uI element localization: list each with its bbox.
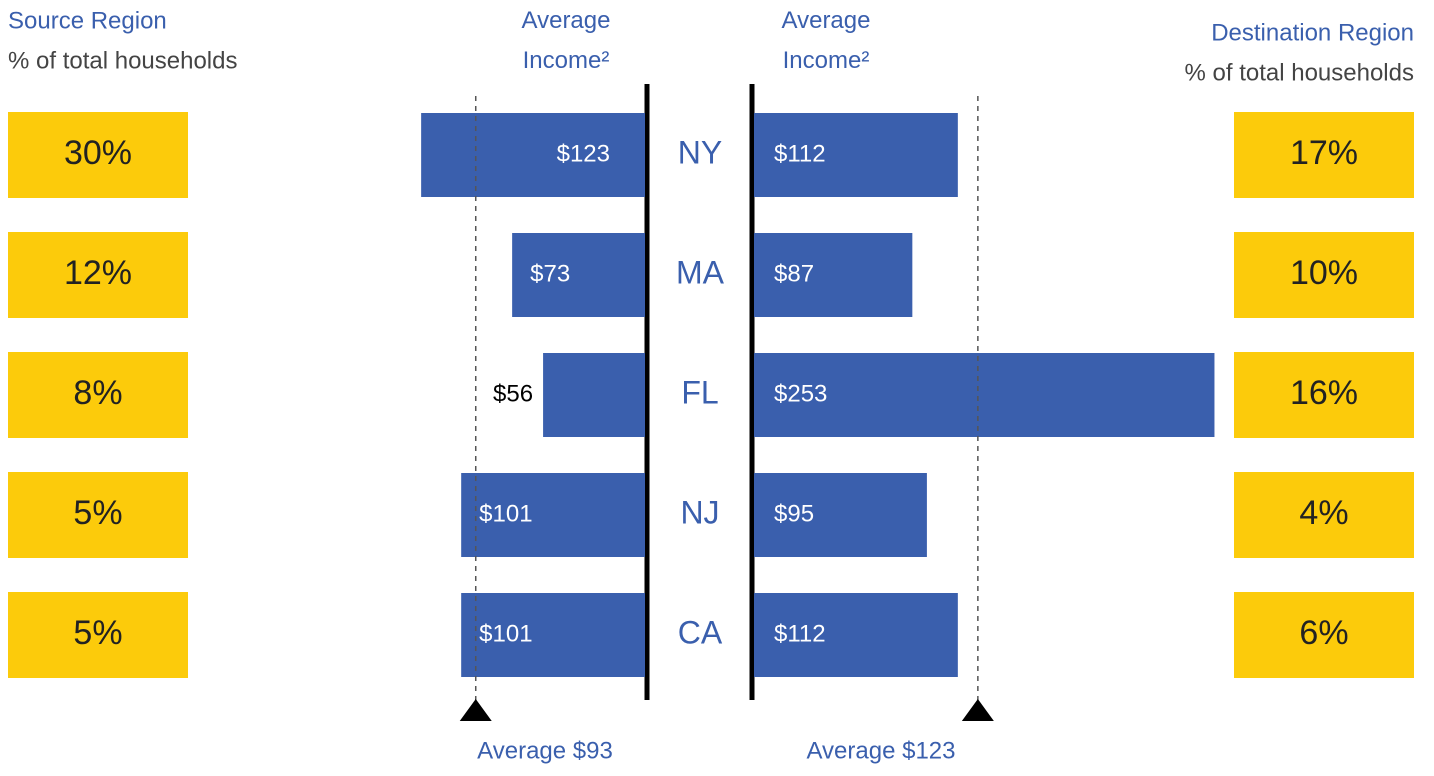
source-bar — [543, 353, 645, 437]
dest-value-label: $112 — [774, 140, 826, 167]
share-label: 5% — [73, 494, 122, 532]
share-box — [1234, 232, 1414, 318]
source-value-label: $101 — [479, 500, 532, 527]
share-label: 16% — [1290, 374, 1358, 412]
average-marker — [961, 699, 994, 721]
right-title: Destination Region — [1211, 19, 1414, 46]
axis-title: Average Income² — [782, 7, 871, 74]
axis-title-line: Income² — [523, 47, 610, 74]
share-box — [1234, 592, 1414, 678]
source-value-label: $56 — [493, 380, 533, 407]
share-box — [8, 112, 188, 198]
share-box — [8, 232, 188, 318]
source-bar — [461, 593, 645, 677]
average-label: Average $123 — [806, 737, 955, 764]
left-subtitle: % of total households — [8, 47, 238, 74]
share-label: 5% — [73, 614, 122, 652]
average-label: Average $93 — [477, 737, 613, 764]
share-box — [1234, 112, 1414, 198]
axis-title-line: Average — [522, 7, 611, 34]
source-value-label: $101 — [479, 620, 532, 647]
category-label: MA — [676, 254, 725, 290]
share-label: 10% — [1290, 254, 1358, 292]
dest-bar — [754, 593, 958, 677]
axis-title: Average Income² — [522, 7, 611, 74]
source-value-label: $73 — [530, 260, 570, 287]
dest-value-label: $112 — [774, 620, 826, 647]
share-box — [1234, 472, 1414, 558]
source-value-label: $123 — [557, 140, 610, 167]
share-label: 4% — [1299, 494, 1348, 532]
share-box — [8, 592, 188, 678]
dest-bar — [754, 353, 1215, 437]
category-label: CA — [678, 614, 723, 650]
dest-value-label: $87 — [774, 260, 814, 287]
share-label: 17% — [1290, 134, 1358, 172]
share-label: 30% — [64, 134, 132, 172]
right-subtitle: % of total households — [1185, 59, 1415, 86]
dest-bar — [754, 473, 927, 557]
dest-value-label: $253 — [774, 380, 827, 407]
axis-title-line: Average — [782, 7, 871, 34]
left-title: Source Region — [8, 7, 167, 34]
source-bar — [461, 473, 645, 557]
share-label: 6% — [1299, 614, 1348, 652]
source-bar — [512, 233, 645, 317]
dest-bar — [754, 233, 913, 317]
category-label: FL — [681, 374, 718, 410]
axis-title-line: Income² — [783, 47, 870, 74]
share-box — [1234, 352, 1414, 438]
share-label: 12% — [64, 254, 132, 292]
category-label: NY — [678, 134, 722, 170]
source-bar — [421, 113, 645, 197]
category-label: NJ — [680, 494, 719, 530]
dest-value-label: $95 — [774, 500, 814, 527]
share-box — [8, 472, 188, 558]
share-label: 8% — [73, 374, 122, 412]
average-marker — [459, 699, 492, 721]
share-box — [8, 352, 188, 438]
dest-bar — [754, 113, 958, 197]
